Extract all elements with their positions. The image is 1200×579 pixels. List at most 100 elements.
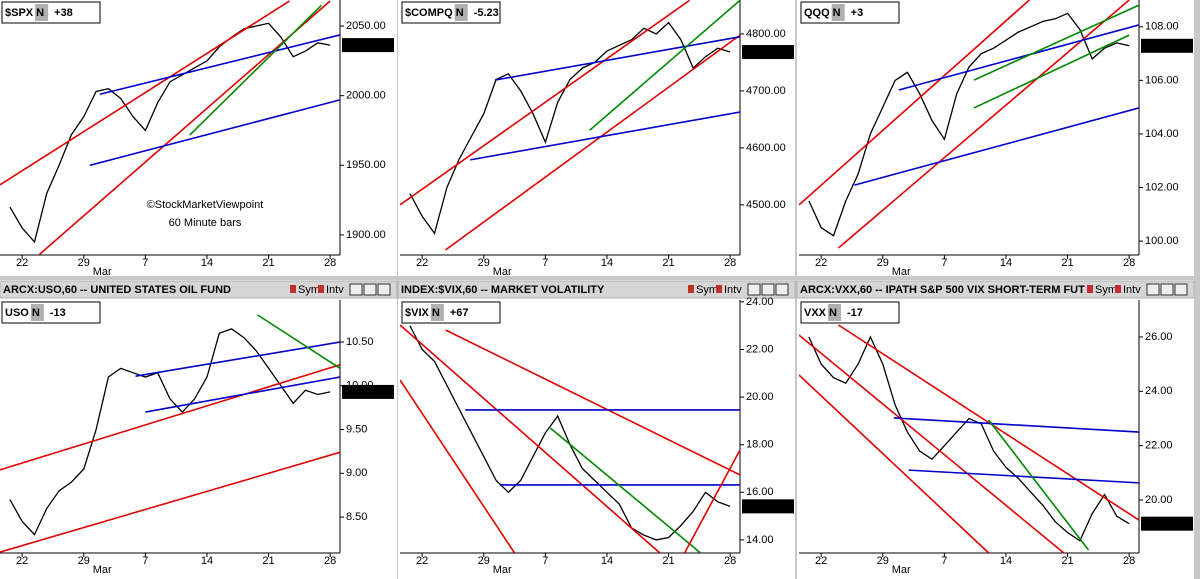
trendline [0, 0, 290, 186]
y-tick-label: 8.50 [346, 511, 367, 523]
trendline [89, 99, 340, 167]
x-tick-label: 21 [1061, 555, 1073, 567]
price-line [409, 21, 731, 235]
change: +3 [851, 7, 864, 19]
x-tick-label: 28 [724, 555, 736, 567]
window-max [363, 283, 377, 296]
x-tick-label: 7 [941, 257, 947, 269]
trendline [445, 34, 740, 251]
panel [0, 0, 397, 276]
window-title: ARCX:USO,60 -- UNITED STATES OIL FUND [3, 284, 231, 296]
symbol: $VIX [405, 307, 430, 319]
y-tick-label: 26.00 [1145, 331, 1173, 343]
trendline [908, 469, 1139, 484]
x-tick-label: 29 [78, 257, 90, 269]
flag-box [30, 304, 44, 321]
trendline [400, 0, 690, 206]
symbol-box [401, 1, 501, 24]
x-tick-label: 21 [262, 555, 274, 567]
trendline [549, 427, 702, 553]
last-value-box [742, 499, 794, 514]
trendline [589, 0, 740, 131]
x-tick-label: 29 [877, 257, 889, 269]
flag: N [432, 307, 440, 319]
symbol-box [1, 301, 101, 324]
month-label: Mar [493, 564, 512, 576]
x-tick-label: 29 [478, 555, 490, 567]
trendline [145, 376, 340, 413]
month-label: Mar [93, 564, 112, 576]
trendline [400, 379, 516, 553]
trendline [898, 24, 1139, 91]
toolbar-icon [1115, 285, 1121, 293]
trendline [893, 417, 1139, 433]
change: -5.23 [474, 7, 499, 19]
x-tick-label: 7 [142, 257, 148, 269]
month-label: Mar [892, 564, 911, 576]
y-tick-label: 108.00 [1145, 21, 1179, 33]
window-header [397, 280, 796, 299]
x-tick-label: 14 [201, 555, 213, 567]
x-tick-label: 21 [662, 555, 674, 567]
y-tick-label: 24.00 [1145, 385, 1173, 397]
toolbar-button: Sym [1095, 284, 1117, 296]
x-tick-label: 14 [201, 257, 213, 269]
price-line [9, 328, 331, 536]
y-tick-label: 16.00 [746, 486, 774, 498]
x-tick-label: 28 [1123, 555, 1135, 567]
flag: N [833, 7, 841, 19]
toolbar-button: Sym [696, 284, 718, 296]
last-value-box [742, 45, 794, 60]
window-min [349, 283, 363, 296]
trendline [99, 34, 340, 96]
trendline [0, 364, 340, 471]
y-tick-label: 1900.00 [346, 229, 386, 241]
flag-box [454, 4, 468, 21]
x-tick-label: 14 [601, 257, 613, 269]
symbol-box [800, 1, 900, 24]
price-line [9, 22, 331, 244]
window-min [747, 283, 761, 296]
x-tick-label: 22 [416, 257, 428, 269]
symbol: QQQ [804, 7, 830, 19]
y-tick-label: 100.00 [1145, 235, 1179, 247]
month-label: Mar [892, 266, 911, 278]
flag-box [828, 304, 842, 321]
toolbar-icon [318, 285, 324, 293]
y-tick-label: 22.00 [1145, 440, 1173, 452]
x-tick-label: 14 [601, 555, 613, 567]
symbol: $SPX [5, 7, 34, 19]
x-tick-label: 7 [941, 555, 947, 567]
last-value-label: 4768.27 [745, 46, 785, 58]
trendline [257, 314, 340, 369]
last-value-box [1141, 516, 1193, 531]
x-tick-label: 22 [815, 555, 827, 567]
x-tick-label: 7 [542, 257, 548, 269]
last-value-box [1141, 38, 1193, 53]
toolbar-icon [688, 285, 694, 293]
last-value-label: 9.93 [345, 386, 366, 398]
y-tick-label: 2050.00 [346, 20, 386, 32]
panel [0, 280, 397, 579]
flag: N [456, 7, 464, 19]
change: +67 [450, 307, 469, 319]
trendline [837, 324, 1139, 521]
panel [797, 0, 1194, 276]
x-tick-label: 21 [662, 257, 674, 269]
x-tick-label: 21 [262, 257, 274, 269]
y-tick-label: 22.00 [746, 343, 774, 355]
month-label: Mar [93, 266, 112, 278]
symbol: VXX [804, 307, 827, 319]
toolbar-button: Intv [724, 284, 742, 296]
y-tick-label: 20.00 [746, 391, 774, 403]
panel [398, 280, 795, 579]
change: -13 [50, 307, 66, 319]
change: +38 [54, 7, 73, 19]
last-value-label: 2036.32 [345, 39, 385, 51]
x-tick-label: 29 [877, 555, 889, 567]
trendline [973, 4, 1139, 81]
window-close [377, 283, 391, 296]
flag-box [35, 4, 49, 21]
y-tick-label: 4700.00 [746, 85, 786, 97]
